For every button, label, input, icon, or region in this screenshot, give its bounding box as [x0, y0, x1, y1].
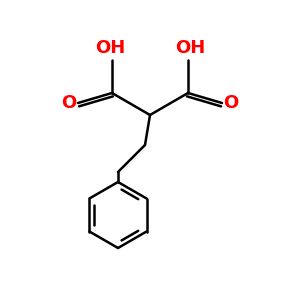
Text: OH: OH [95, 39, 125, 57]
Text: O: O [61, 94, 76, 112]
Text: O: O [224, 94, 238, 112]
Text: OH: OH [175, 39, 205, 57]
